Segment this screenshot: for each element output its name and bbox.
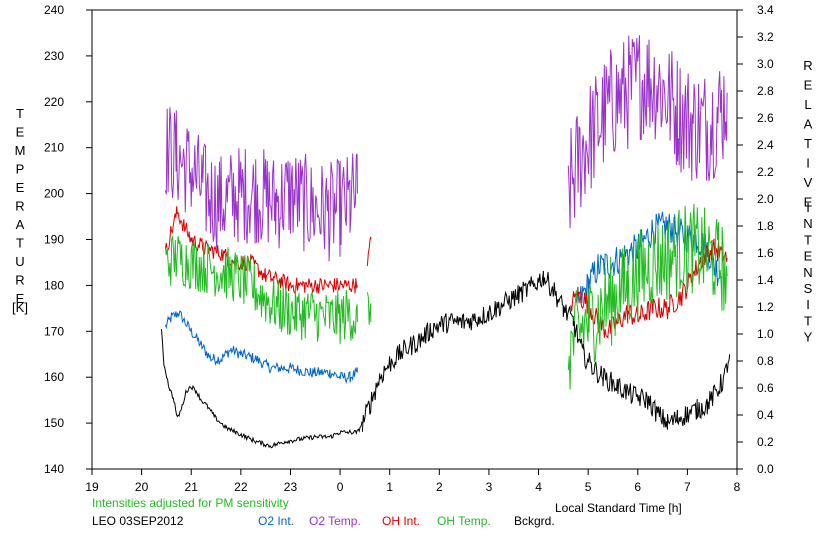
x-tick-label: 3	[486, 480, 493, 494]
y-left-title-letter: T	[16, 236, 24, 251]
x-tick-label: 8	[734, 480, 741, 494]
y-right-title-letter: R	[803, 58, 812, 73]
y-left-title-letter: T	[16, 106, 24, 121]
y-left-title-letter: R	[15, 199, 24, 214]
y-left-title-letter: R	[15, 273, 24, 288]
y-right-tick-label: 1.4	[757, 273, 774, 287]
y-left-tick-label: 190	[44, 233, 64, 247]
station-label: LEO 03SEP2012	[92, 514, 184, 528]
y-right-title-letter: T	[804, 136, 812, 151]
y-right-tick-label: 0.6	[757, 381, 774, 395]
y-right-tick-label: 2.8	[757, 84, 774, 98]
y-left-tick-label: 140	[44, 462, 64, 476]
y-left-unit: [K]	[12, 300, 28, 315]
y-right-tick-label: 0.2	[757, 435, 774, 449]
y-right-title-letter: T	[804, 313, 812, 328]
y-left-title-letter: E	[16, 125, 25, 140]
y-left-title-letter: E	[16, 180, 25, 195]
series-line-o2-int-1	[577, 211, 723, 304]
y-right-tick-label: 2.0	[757, 192, 774, 206]
legend-entry: OH Int.	[382, 514, 420, 528]
y-right-tick-label: 0.8	[757, 354, 774, 368]
y-right-tick-label: 2.2	[757, 165, 774, 179]
series-line-oh-int-6	[570, 238, 728, 339]
y-right-title-letter: N	[803, 216, 812, 231]
x-axis: 19 20 21 22 23 0 1 2 3 4 5 6 7 8	[85, 469, 741, 494]
legend-entry: O2 Int.	[258, 514, 294, 528]
series-line-oh-temp-9	[567, 203, 728, 390]
y-right-tick-label: 0.0	[757, 462, 774, 476]
series-line-oh-int-5	[366, 236, 372, 266]
y-right-title-letter: S	[804, 281, 813, 296]
series-line-oh-temp-7	[164, 235, 358, 344]
y-right-title-letter: V	[804, 175, 813, 190]
pm-note: Intensities adjusted for PM sensitivity	[92, 496, 289, 510]
y-left-tick-label: 150	[44, 416, 64, 430]
y-right-tick-label: 1.2	[757, 300, 774, 314]
series-line-o2-temp-2	[164, 107, 358, 262]
right-axis: 0.0 0.2 0.4 0.6 0.8 1.0 1.2 1.4 1.6 1.8 2.0 2.2 2.4 2…	[737, 3, 774, 476]
legend-entry: O2 Temp.	[309, 514, 361, 528]
x-axis-title: Local Standard Time [h]	[555, 501, 682, 515]
y-right-tick-label: 1.0	[757, 327, 774, 341]
y-right-title-letter: I	[806, 156, 810, 171]
x-tick-label: 4	[535, 480, 542, 494]
y-left-title-letter: P	[16, 162, 25, 177]
y-right-title-letter: I	[806, 297, 810, 312]
y-right-title-letter: E	[804, 249, 813, 264]
y-right-tick-label: 3.2	[757, 30, 774, 44]
series-line-oh-temp-8	[366, 292, 372, 325]
series-line-bckgrd-11	[361, 270, 731, 432]
y-right-tick-label: 2.4	[757, 138, 774, 152]
y-right-title-letter: E	[804, 78, 813, 93]
y-right-title-letter: Y	[804, 330, 813, 345]
x-tick-label: 19	[85, 480, 99, 494]
y-right-title-letter: N	[803, 265, 812, 280]
y-left-title-letter: E	[16, 291, 25, 306]
y-right-tick-label: 2.6	[757, 111, 774, 125]
y-left-tick-label: 220	[44, 95, 64, 109]
y-left-tick-label: 160	[44, 370, 64, 384]
y-right-tick-label: 1.8	[757, 219, 774, 233]
x-tick-label: 5	[585, 480, 592, 494]
y-right-title-letter: E	[804, 195, 813, 210]
y-right-tick-label: 3.4	[757, 3, 774, 17]
y-right-tick-label: 1.6	[757, 246, 774, 260]
legend: O2 Int. O2 Temp. OH Int. OH Temp. Bckgrd.	[258, 514, 555, 528]
y-left-tick-label: 200	[44, 187, 64, 201]
left-axis: 140 150 160 170 180 190 200 210 220 230 240	[44, 3, 92, 476]
y-right-title-letter: I	[806, 200, 810, 215]
series-line-bckgrd-10	[161, 329, 363, 449]
y-left-tick-label: 230	[44, 49, 64, 63]
y-right-tick-label: 0.4	[757, 408, 774, 422]
y-left-tick-label: 240	[44, 3, 64, 17]
legend-entry: OH Temp.	[437, 514, 491, 528]
series-layer	[161, 35, 731, 449]
y-right-tick-label: 3.0	[757, 57, 774, 71]
x-tick-label: 1	[386, 480, 393, 494]
x-tick-label: 22	[234, 480, 248, 494]
y-right-title-letter: L	[804, 97, 811, 112]
x-tick-label: 23	[284, 480, 298, 494]
x-tick-label: 0	[337, 480, 344, 494]
y-left-title-letter: M	[15, 143, 26, 158]
x-tick-label: 2	[436, 480, 443, 494]
y-left-title-letter: U	[15, 254, 24, 269]
y-right-title-letter: T	[804, 232, 812, 247]
y-left-tick-label: 210	[44, 141, 64, 155]
y-left-title-letter: A	[16, 217, 25, 232]
y-left-tick-label: 180	[44, 278, 64, 292]
x-tick-label: 20	[135, 480, 149, 494]
legend-entry: Bckgrd.	[514, 514, 555, 528]
y-right-title-letter: A	[804, 117, 813, 132]
series-line-o2-int-0	[164, 310, 358, 384]
x-tick-label: 21	[185, 480, 199, 494]
y-left-tick-label: 170	[44, 324, 64, 338]
x-tick-label: 6	[634, 480, 641, 494]
series-line-o2-temp-3	[567, 35, 728, 229]
x-tick-label: 7	[684, 480, 691, 494]
